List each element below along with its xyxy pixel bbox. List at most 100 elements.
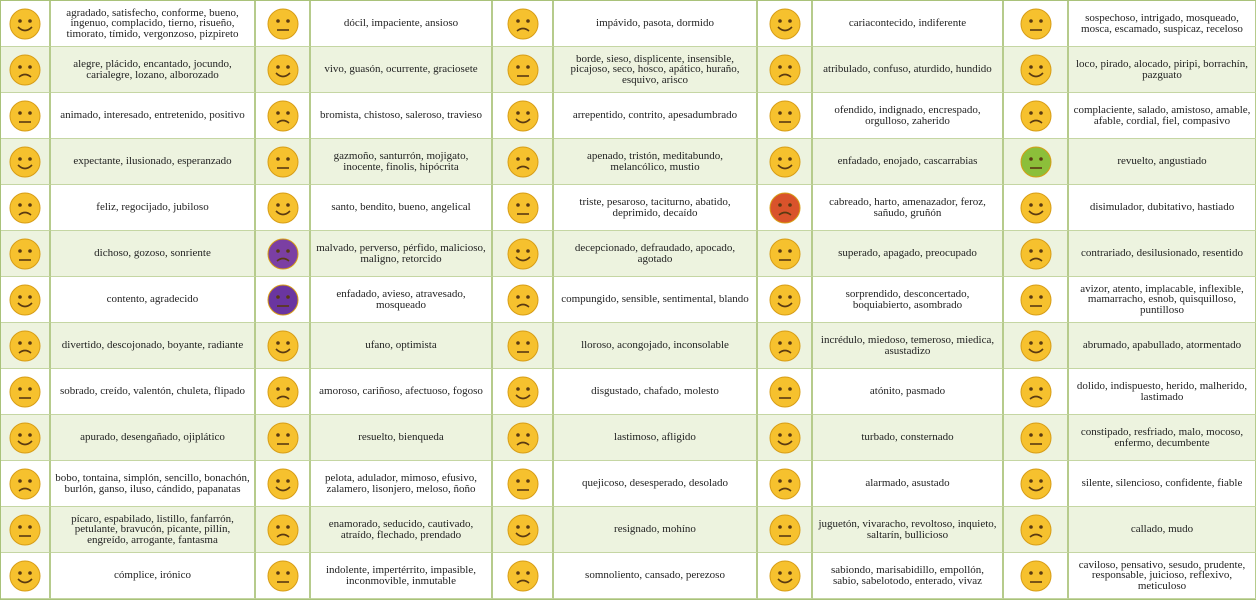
emoji-cell — [758, 185, 813, 231]
emoji-cell — [758, 139, 813, 185]
emoji-eye — [515, 340, 520, 345]
emoji-mouth — [777, 211, 792, 216]
emoji-face — [9, 376, 41, 407]
emoji-eye — [525, 64, 530, 69]
emoji-icon — [9, 376, 41, 407]
text-cell: lastimoso, afligido — [554, 415, 758, 461]
emotion-words: atribulado, confuso, aturdido, hundido — [823, 63, 992, 76]
emotion-words: constipado, resfriado, malo, mocoso, enf… — [1080, 426, 1244, 449]
emoji-mouth — [275, 395, 290, 400]
emoji-cell — [256, 507, 311, 553]
text-cell: arrepentido, contrito, apesadumbrado — [554, 93, 758, 139]
emoji-face — [1020, 330, 1051, 361]
emoji-eye — [515, 64, 520, 69]
text-cell: enfadado, avieso, atravesado, mosqueado — [311, 277, 493, 323]
emoji-icon — [1020, 192, 1051, 223]
emoji-icon — [769, 146, 800, 177]
emoji-mouth — [515, 165, 530, 170]
emoji-icon — [769, 54, 800, 85]
emoji-cell — [1004, 93, 1069, 139]
emoji-face — [267, 514, 298, 545]
emoji-icon — [9, 560, 41, 591]
emoji-cell — [256, 323, 311, 369]
emoji-mouth — [17, 577, 33, 583]
emotion-words: cabreado, harto, amenazador, feroz, sañu… — [829, 196, 986, 219]
emoji-eye — [1028, 570, 1033, 575]
emotion-words: contento, agradecido — [106, 293, 199, 306]
text-cell: sorprendido, desconcertado, boquiabierto… — [813, 277, 1004, 323]
emoji-icon — [9, 514, 41, 545]
emoji-eye — [515, 110, 520, 115]
emoji-icon — [769, 376, 800, 407]
emoji-mouth — [514, 255, 531, 261]
text-cell: disimulador, dubitativo, hastiado — [1069, 185, 1256, 231]
emoji-cell — [1004, 461, 1069, 507]
emoji-icon — [769, 468, 800, 499]
emotion-words: triste, pesaroso, taciturno, abatido, de… — [579, 196, 731, 219]
emoji-icon — [1020, 100, 1051, 131]
emoji-icon — [1020, 560, 1051, 591]
emoji-cell — [758, 507, 813, 553]
text-cell: sabiondo, marisabidillo, empollón, sabio… — [813, 553, 1004, 599]
emotion-words: bobo, tontaina, simplón, sencillo, bonac… — [55, 472, 250, 495]
emoji-eye — [777, 110, 782, 115]
emoji-face — [267, 238, 298, 269]
emoji-icon — [769, 192, 800, 223]
text-cell: contento, agradecido — [51, 277, 256, 323]
emoji-eye — [18, 294, 22, 299]
emoji-mouth — [515, 27, 530, 32]
emoji-icon — [9, 100, 41, 131]
emotion-words: decepcionado, defraudado, apocado, agota… — [574, 242, 736, 265]
emoji-face — [1020, 560, 1051, 591]
emotion-words: amoroso, cariñoso, afectuoso, fogoso — [319, 385, 483, 398]
emoji-eye — [275, 386, 280, 391]
emoji-icon — [9, 422, 41, 453]
emoji-cell — [256, 231, 311, 277]
text-cell: loco, pirado, alocado, piripi, borrachín… — [1069, 47, 1256, 93]
emoji-eye — [525, 110, 530, 115]
emoji-cell — [1004, 1, 1069, 47]
emoji-icon — [507, 514, 538, 545]
emoji-eye — [275, 340, 280, 345]
emotion-words: cómplice, irónico — [114, 569, 191, 582]
emoji-mouth — [515, 579, 530, 584]
emoji-eye — [777, 64, 782, 69]
text-cell: expectante, ilusionado, esperanzado — [51, 139, 256, 185]
emoji-eye — [787, 294, 792, 299]
emoji-icon — [1020, 422, 1051, 453]
emotion-words: sabiondo, marisabidillo, empollón, sabio… — [830, 564, 985, 587]
emotion-words: expectante, ilusionado, esperanzado — [73, 155, 232, 168]
emoji-eye — [1038, 340, 1043, 345]
emoji-eye — [525, 432, 530, 437]
text-cell: animado, interesado, entretenido, positi… — [51, 93, 256, 139]
emotion-words: disgustado, chafado, molesto — [591, 385, 719, 398]
emoji-icon — [1020, 330, 1051, 361]
text-cell: superado, apagado, preocupado — [813, 231, 1004, 277]
emoji-cell — [493, 139, 554, 185]
emoji-cell — [256, 461, 311, 507]
emotion-words: dolido, indispuesto, herido, malherido, … — [1076, 380, 1248, 403]
emoji-face — [1020, 468, 1051, 499]
text-cell: alegre, plácido, encantado, jocundo, car… — [51, 47, 256, 93]
emoji-eye — [285, 478, 290, 483]
emoji-face — [769, 146, 800, 177]
emoji-face — [507, 8, 538, 39]
emoji-face — [1020, 54, 1051, 85]
emoji-eye — [275, 248, 280, 253]
emoji-eye — [515, 432, 520, 437]
emoji-icon — [769, 100, 800, 131]
emotion-words: feliz, regocijado, jubiloso — [96, 201, 209, 214]
emoji-eye — [18, 156, 22, 161]
emoji-icon — [9, 238, 41, 269]
emoji-cell — [493, 369, 554, 415]
emoji-eye — [1038, 110, 1043, 115]
emoji-icon — [507, 560, 538, 591]
emotion-words: santo, bendito, bueno, angelical — [331, 201, 471, 214]
text-cell: gazmoño, santurrón, mojigato, inocente, … — [311, 139, 493, 185]
emoji-eye — [525, 478, 530, 483]
text-cell: malvado, perverso, pérfido, malicioso, m… — [311, 231, 493, 277]
emoji-icon — [267, 192, 298, 223]
emoji-cell — [758, 323, 813, 369]
emoji-cell — [493, 277, 554, 323]
emoji-icon — [769, 330, 800, 361]
